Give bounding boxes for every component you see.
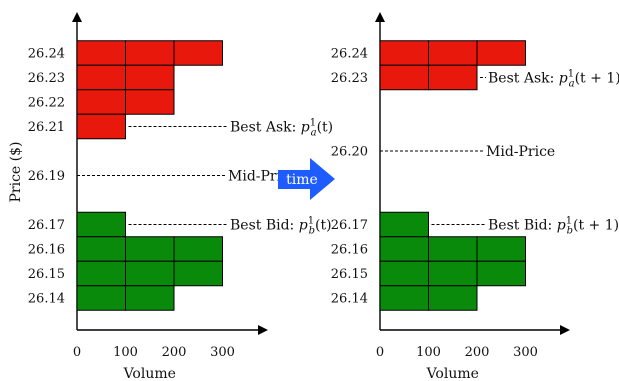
mid-price-annotation: Mid-Price xyxy=(486,144,555,160)
time-arrow-shape xyxy=(278,158,335,200)
ask-volume-block xyxy=(173,40,223,66)
bid-volume-block xyxy=(125,260,175,287)
ask-volume-block xyxy=(125,89,175,115)
bid-price-label: 26.16 xyxy=(28,243,65,258)
x-tick-label: 200 xyxy=(465,345,490,360)
ask-volume-block xyxy=(76,64,126,91)
ask-volume-block xyxy=(379,64,429,91)
bid-volume-block xyxy=(476,260,526,287)
x-tick-label: 0 xyxy=(376,345,384,360)
bid-volume-block xyxy=(428,236,478,262)
bid-volume-block xyxy=(125,285,175,311)
mid-price-label: 26.19 xyxy=(28,169,65,184)
ask-volume-block xyxy=(125,64,175,91)
bid-price-label: 26.17 xyxy=(28,218,65,233)
x-tick-label: 200 xyxy=(162,345,187,360)
bid-price-label: 26.15 xyxy=(28,267,65,282)
time-arrow: time xyxy=(278,158,335,200)
ask-volume-block xyxy=(76,40,126,66)
bid-volume-block xyxy=(173,260,223,287)
bid-volume-block xyxy=(76,285,126,311)
bid-volume-block xyxy=(76,260,126,287)
x-tick-label: 300 xyxy=(513,345,538,360)
bid-volume-block xyxy=(428,285,478,311)
x-axis-label: Volume xyxy=(426,366,479,381)
bid-volume-block xyxy=(173,236,223,262)
bid-volume-block xyxy=(476,236,526,262)
bid-price-label: 26.15 xyxy=(331,267,368,282)
time-arrow-label: time xyxy=(286,172,318,188)
ask-price-label: 26.24 xyxy=(331,47,368,62)
bid-volume-block xyxy=(76,236,126,262)
bid-volume-block xyxy=(379,236,429,262)
ask-volume-block xyxy=(76,113,126,140)
bid-volume-block xyxy=(76,211,126,238)
bid-volume-block xyxy=(379,260,429,287)
ask-volume-block xyxy=(476,40,526,66)
bid-price-label: 26.16 xyxy=(331,243,368,258)
bid-price-label: 26.14 xyxy=(331,292,368,307)
ask-price-label: 26.23 xyxy=(28,71,65,86)
bid-volume-block xyxy=(125,236,175,262)
best-bid-annotation: Best Bid: p1 b(t) xyxy=(230,216,332,237)
bid-price-label: 26.14 xyxy=(28,292,65,307)
ask-volume-block xyxy=(428,40,478,66)
y-axis-label: Price ($) xyxy=(8,142,24,203)
x-axis-arrowhead xyxy=(560,325,570,335)
bid-volume-block xyxy=(428,260,478,287)
bid-volume-block xyxy=(379,211,429,238)
ask-price-label: 26.24 xyxy=(28,47,65,62)
ask-price-label: 26.23 xyxy=(331,71,368,86)
x-axis-label: Volume xyxy=(123,366,176,381)
best-bid-annotation: Best Bid: p1 b(t + 1) xyxy=(488,216,619,237)
y-axis-arrowhead xyxy=(72,12,82,22)
mid-price-label: 26.20 xyxy=(331,145,368,160)
x-tick-label: 0 xyxy=(73,345,81,360)
best-ask-annotation: Best Ask: p1 a(t + 1) xyxy=(488,69,619,90)
bid-price-label: 26.17 xyxy=(331,218,368,233)
ask-price-label: 26.22 xyxy=(28,96,65,111)
y-axis-arrowhead xyxy=(375,12,385,22)
ask-volume-block xyxy=(76,89,126,115)
x-axis-arrowhead xyxy=(258,325,268,335)
ask-price-label: 26.21 xyxy=(28,120,65,135)
x-tick-label: 100 xyxy=(113,345,138,360)
ask-volume-block xyxy=(428,64,478,91)
x-tick-label: 100 xyxy=(416,345,441,360)
bid-volume-block xyxy=(379,285,429,311)
x-tick-label: 300 xyxy=(210,345,235,360)
ask-volume-block xyxy=(125,40,175,66)
best-ask-annotation: Best Ask: p1 a(t) xyxy=(230,118,333,139)
order-book-time-t-plus-1: 0 100 200 300 Volume 26.24 26.23 26.17 26.16 26.1… xyxy=(331,12,619,381)
order-book-time-t: 0 100 200 300 Volume 26.24 26.23 26.22 26.21 26.1… xyxy=(28,12,333,381)
ask-volume-block xyxy=(379,40,429,66)
